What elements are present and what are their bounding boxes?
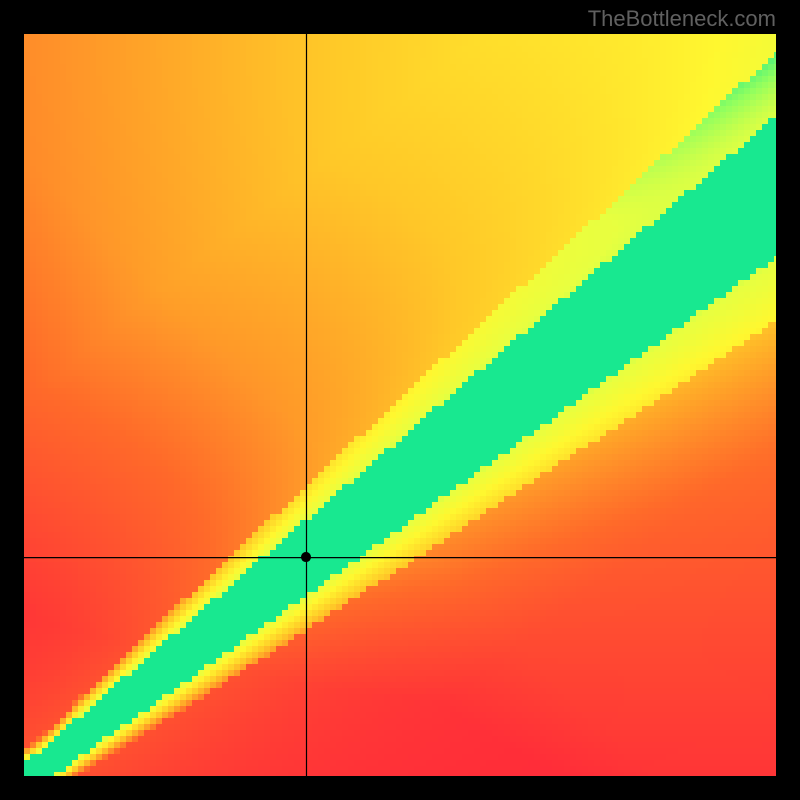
heatmap-plot	[24, 34, 776, 776]
heatmap-canvas	[24, 34, 776, 776]
watermark-text: TheBottleneck.com	[588, 6, 776, 32]
